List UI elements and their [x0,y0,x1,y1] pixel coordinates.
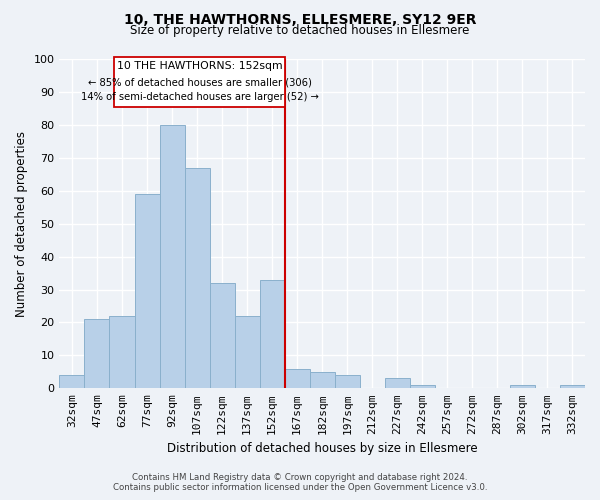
Text: Size of property relative to detached houses in Ellesmere: Size of property relative to detached ho… [130,24,470,37]
Bar [209,283,235,389]
Bar [560,385,585,388]
Bar [85,319,109,388]
Bar [335,375,360,388]
Bar [410,385,435,388]
X-axis label: Distribution of detached houses by size in Ellesmere: Distribution of detached houses by size … [167,442,478,455]
Bar [310,372,335,388]
Y-axis label: Number of detached properties: Number of detached properties [15,130,28,316]
Bar [185,168,209,388]
FancyBboxPatch shape [115,58,284,106]
Bar [134,194,160,388]
Bar [385,378,410,388]
Bar [235,316,260,388]
Bar [59,375,85,388]
Bar [284,368,310,388]
Bar [109,316,134,388]
Bar [160,125,185,388]
Bar [510,385,535,388]
Bar [260,280,284,388]
Text: 10, THE HAWTHORNS, ELLESMERE, SY12 9ER: 10, THE HAWTHORNS, ELLESMERE, SY12 9ER [124,12,476,26]
Text: Contains HM Land Registry data © Crown copyright and database right 2024.
Contai: Contains HM Land Registry data © Crown c… [113,473,487,492]
Text: 10 THE HAWTHORNS: 152sqm: 10 THE HAWTHORNS: 152sqm [117,60,283,70]
Text: ← 85% of detached houses are smaller (306): ← 85% of detached houses are smaller (30… [88,77,311,87]
Text: 14% of semi-detached houses are larger (52) →: 14% of semi-detached houses are larger (… [80,92,319,102]
